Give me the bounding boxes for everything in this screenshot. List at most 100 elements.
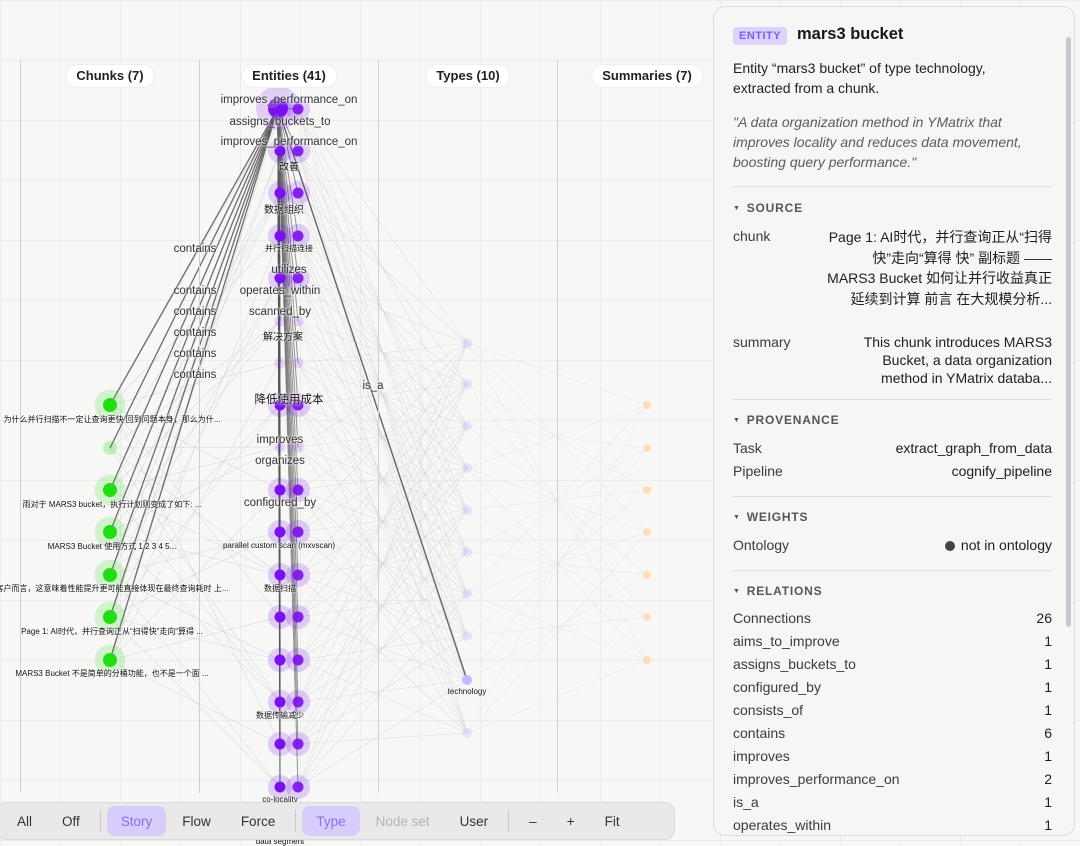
relation-row[interactable]: aims_to_improve 1	[733, 633, 1052, 656]
entity-node[interactable]	[292, 187, 304, 199]
entity-node[interactable]	[292, 357, 304, 369]
summary-node[interactable]	[643, 401, 651, 409]
color-user-button[interactable]: User	[459, 813, 489, 829]
column-divider	[557, 60, 558, 793]
type-node[interactable]	[462, 631, 472, 641]
entity-node[interactable]	[274, 569, 286, 581]
relation-row[interactable]: improves 1	[733, 748, 1052, 771]
entity-node[interactable]	[274, 738, 286, 750]
chunk-node[interactable]	[103, 568, 117, 582]
faint-edge	[297, 342, 468, 788]
entity-node[interactable]	[292, 399, 304, 411]
type-node[interactable]	[462, 589, 472, 599]
entity-node[interactable]	[274, 399, 286, 411]
relation-row[interactable]: is_a 1	[733, 794, 1052, 817]
relation-edge	[277, 107, 281, 788]
entity-node[interactable]	[274, 484, 286, 496]
faint-edge	[297, 383, 468, 491]
layout-flow-button[interactable]: Flow	[182, 813, 211, 829]
chunk-node[interactable]	[103, 525, 117, 539]
entity-node[interactable]	[274, 526, 286, 538]
entity-node[interactable]	[292, 569, 304, 581]
chunk-node[interactable]	[103, 398, 117, 412]
entity-node[interactable]	[292, 696, 304, 708]
type-node[interactable]	[462, 338, 472, 348]
zoom-in-button[interactable]: +	[566, 813, 575, 829]
relation-name: Connections	[733, 610, 811, 626]
entity-node[interactable]	[274, 696, 286, 708]
entity-node[interactable]	[274, 315, 286, 327]
type-node[interactable]	[462, 505, 472, 515]
section-header-provenance[interactable]: ▼ PROVENANCE	[733, 413, 839, 427]
entity-node[interactable]	[292, 654, 304, 666]
focused-entity-node[interactable]	[268, 98, 288, 118]
entity-node[interactable]	[274, 145, 286, 157]
section-title: PROVENANCE	[746, 413, 840, 427]
zoom-out-button[interactable]: –	[529, 813, 537, 829]
entity-node[interactable]	[292, 738, 304, 750]
type-node[interactable]	[462, 547, 472, 557]
entity-node[interactable]	[274, 272, 286, 284]
summary-node[interactable]	[643, 571, 651, 579]
section-title: WEIGHTS	[746, 510, 809, 524]
color-node-set-button[interactable]: Node set	[375, 813, 430, 829]
entity-node[interactable]	[274, 611, 286, 623]
chunk-node[interactable]	[103, 483, 117, 497]
color-type-button[interactable]: Type	[302, 806, 360, 836]
relation-row[interactable]: configured_by 1	[733, 679, 1052, 702]
section-header-relations[interactable]: ▼ RELATIONS	[733, 584, 822, 598]
faint-edge	[297, 383, 468, 745]
entity-node[interactable]	[292, 230, 304, 242]
relation-row[interactable]: consists_of 1	[733, 702, 1052, 725]
relation-row[interactable]: assigns_buckets_to 1	[733, 656, 1052, 679]
entity-node[interactable]	[274, 357, 286, 369]
type-node[interactable]	[462, 379, 472, 389]
entity-node[interactable]	[292, 145, 304, 157]
relation-row[interactable]: operates_within 1	[733, 817, 1052, 835]
entity-node[interactable]	[274, 654, 286, 666]
entity-node[interactable]	[292, 103, 304, 115]
ontology-status: not in ontology	[960, 537, 1052, 553]
layout-story-button[interactable]: Story	[106, 806, 167, 836]
toolbar-divider	[99, 810, 101, 832]
summary-node[interactable]	[643, 528, 651, 536]
filter-off-button[interactable]: Off	[62, 813, 80, 829]
summary-node[interactable]	[643, 486, 651, 494]
entity-node[interactable]	[292, 611, 304, 623]
summary-node[interactable]	[643, 613, 651, 621]
chunk-node[interactable]	[103, 653, 117, 667]
entity-node[interactable]	[292, 272, 304, 284]
fit-view-button[interactable]: Fit	[604, 813, 620, 829]
edge-label-contains: contains	[173, 369, 217, 381]
source-summary-value[interactable]: This chunk introduces MARS3 Bucket, a da…	[863, 334, 1052, 386]
section-header-source[interactable]: ▼ SOURCE	[733, 201, 803, 215]
type-node[interactable]	[462, 421, 472, 431]
summary-node[interactable]	[643, 444, 651, 452]
entity-node[interactable]	[292, 315, 304, 327]
entity-node[interactable]	[292, 781, 304, 793]
chunk-node[interactable]	[103, 441, 117, 455]
relation-row[interactable]: contains 6	[733, 725, 1052, 748]
faint-edge	[297, 509, 468, 788]
type-node[interactable]	[462, 675, 472, 685]
source-chunk-value[interactable]: Page 1: AI时代，并行查询正从“扫得快”走向“算得 快” 副标题 —— …	[827, 229, 1052, 307]
chunk-node[interactable]	[103, 610, 117, 624]
type-node[interactable]	[462, 463, 472, 473]
entity-node[interactable]	[274, 441, 286, 453]
entity-node[interactable]	[274, 781, 286, 793]
entity-node[interactable]	[274, 230, 286, 242]
entity-node[interactable]	[274, 187, 286, 199]
entity-node[interactable]	[292, 526, 304, 538]
filter-all-button[interactable]: All	[17, 813, 33, 829]
type-node[interactable]	[462, 728, 472, 738]
entity-node[interactable]	[292, 441, 304, 453]
relation-row[interactable]: improves_performance_on 2	[733, 771, 1052, 794]
layout-force-button[interactable]: Force	[240, 813, 276, 829]
entity-node[interactable]	[292, 484, 304, 496]
panel-scrollbar[interactable]	[1066, 37, 1071, 627]
summary-node[interactable]	[643, 656, 651, 664]
relation-row[interactable]: Connections 26	[733, 610, 1052, 633]
faint-edge	[297, 277, 468, 344]
section-header-weights[interactable]: ▼ WEIGHTS	[733, 510, 808, 524]
